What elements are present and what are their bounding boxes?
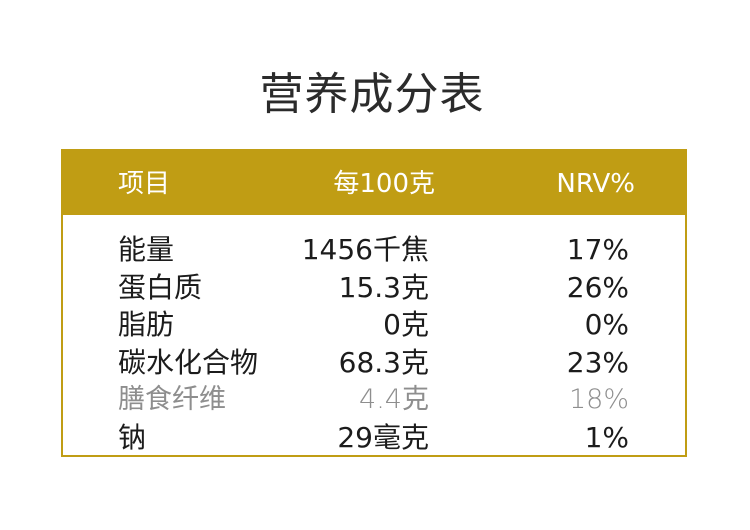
page-title: 营养成分表: [259, 69, 485, 120]
row-nrv-value: 1%: [584, 420, 629, 454]
table-row-protein: 蛋白质 15.3克 26%: [63, 269, 685, 307]
table-row-fat: 脂肪 0克 0%: [63, 306, 685, 344]
table-row-dietary-fiber: 膳食纤维 4.4克 18%: [63, 381, 685, 419]
row-per-100g-value: 0克: [383, 308, 429, 341]
column-header-per-100g: 每100克: [333, 169, 435, 199]
table-header: 项目 每100克 NRV%: [63, 151, 685, 215]
row-per-100g-value: 1456千焦: [301, 233, 429, 266]
table-row-energy: 能量 1456千焦 17%: [63, 231, 685, 269]
row-label: 蛋白质: [118, 270, 203, 304]
row-per-100g-value: 15.3克: [338, 270, 429, 304]
table-row-sodium: 钠 29毫克 1%: [63, 419, 685, 457]
row-label: 碳水化合物: [118, 345, 259, 379]
column-header-item: 项目: [118, 169, 171, 199]
table-row-carbohydrate: 碳水化合物 68.3克 23%: [63, 344, 685, 382]
row-nrv-value: 0%: [584, 308, 629, 341]
row-label: 脂肪: [118, 308, 175, 341]
row-nrv-value: 17%: [566, 233, 629, 266]
row-nrv-value: 23%: [566, 345, 629, 379]
table-body: 能量 1456千焦 17% 蛋白质 15.3克 26% 脂肪 0克 0% 碳水化…: [63, 231, 685, 456]
row-nrv-value: 18%: [568, 384, 629, 415]
row-per-100g-value: 68.3克: [338, 345, 429, 379]
row-label: 钠: [118, 420, 147, 454]
row-label: 能量: [118, 233, 175, 266]
column-header-nrv: NRV%: [556, 169, 635, 199]
row-per-100g-value: 4.4克: [359, 384, 429, 415]
row-per-100g-value: 29毫克: [337, 420, 429, 454]
row-nrv-value: 26%: [566, 270, 629, 304]
row-label: 膳食纤维: [118, 384, 226, 415]
nutrition-table: 项目 每100克 NRV% 能量 1456千焦 17% 蛋白质 15.3克 26…: [61, 149, 687, 457]
